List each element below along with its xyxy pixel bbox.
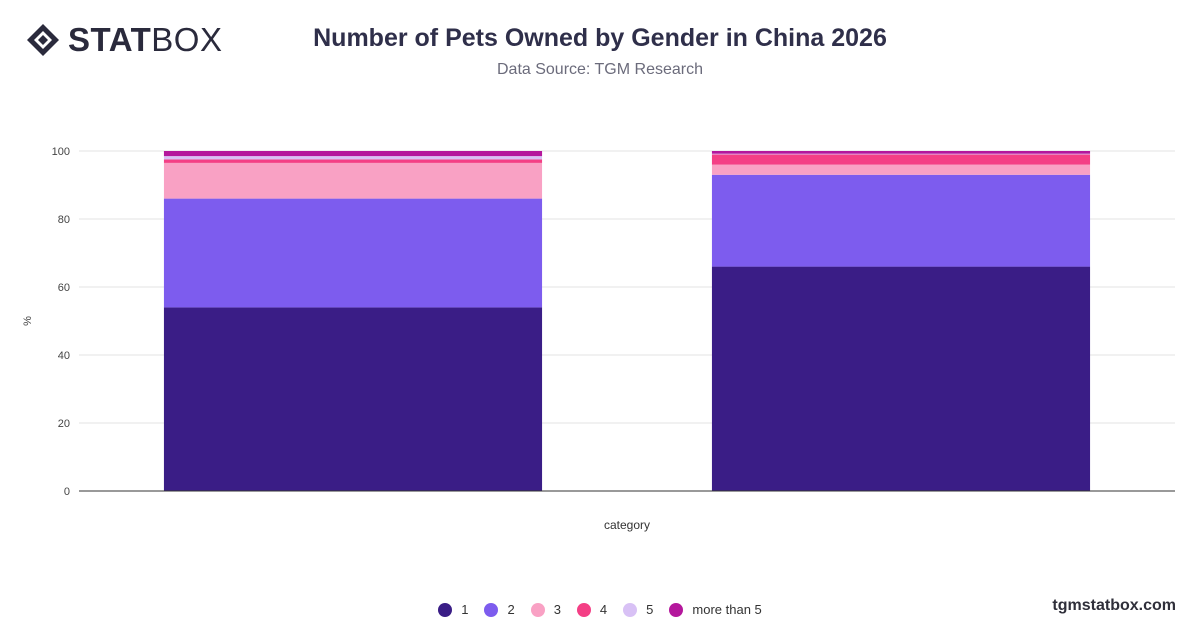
y-tick-label: 0: [64, 486, 70, 498]
logo-bold-text: STAT: [68, 21, 152, 58]
legend-item[interactable]: more than 5: [669, 602, 762, 617]
stacked-bar-chart: 0 20 40 60 80 100% category: [22, 146, 1175, 532]
bar-segment: [163, 159, 543, 163]
legend-label: 3: [553, 602, 561, 617]
legend-item[interactable]: 1: [438, 602, 468, 617]
bar-segment: [163, 156, 543, 160]
chart-title: Number of Pets Owned by Gender in China …: [313, 24, 887, 52]
legend-swatch: [576, 602, 591, 617]
legend-item[interactable]: 3: [530, 602, 561, 617]
watermark: tgmstatbox.com: [1052, 597, 1176, 614]
bars: [163, 151, 1091, 491]
y-tick-label: 60: [58, 282, 70, 294]
legend-swatch: [530, 602, 545, 617]
x-axis-label: category: [604, 518, 650, 532]
legend-swatch: [484, 602, 499, 617]
legend-item[interactable]: 4: [576, 602, 608, 617]
bar-segment: [163, 151, 543, 157]
bar-segment: [163, 162, 543, 199]
y-tick-label: 100: [52, 146, 70, 158]
legend-item[interactable]: 5: [623, 602, 653, 617]
legend-item[interactable]: 2: [484, 602, 515, 617]
bar-segment: [711, 164, 1091, 175]
legend-swatch: [438, 602, 453, 617]
chart-legend: 1 2 3 4 5 more than 5: [0, 602, 1200, 617]
y-tick-label: 20: [58, 418, 70, 430]
y-axis-label: %: [22, 316, 34, 326]
bar-segment: [711, 266, 1091, 491]
legend-label: more than 5: [692, 602, 762, 617]
axes: 0 20 40 60 80 100% category: [22, 146, 1175, 532]
statbox-logo: STATBOX: [26, 22, 222, 58]
diamond-logo-icon: [27, 24, 59, 56]
y-tick-label: 40: [58, 350, 70, 362]
legend-label: 1: [461, 602, 469, 617]
legend-label: 5: [646, 602, 654, 617]
legend-label: 2: [507, 602, 515, 617]
legend-swatch: [669, 602, 684, 617]
bar-segment: [711, 154, 1091, 165]
bar-segment: [711, 153, 1091, 155]
chart-subtitle: Data Source: TGM Research: [496, 61, 703, 78]
legend-label: 4: [599, 602, 608, 617]
bar-segment: [163, 198, 543, 308]
bar-segment: [711, 174, 1091, 267]
y-tick-label: 80: [58, 214, 70, 226]
logo-wordmark: STATBOX: [68, 22, 222, 58]
legend-swatch: [623, 602, 638, 617]
logo-light-text: BOX: [151, 21, 223, 58]
bar-segment: [711, 151, 1091, 154]
bar-segment: [163, 307, 543, 491]
